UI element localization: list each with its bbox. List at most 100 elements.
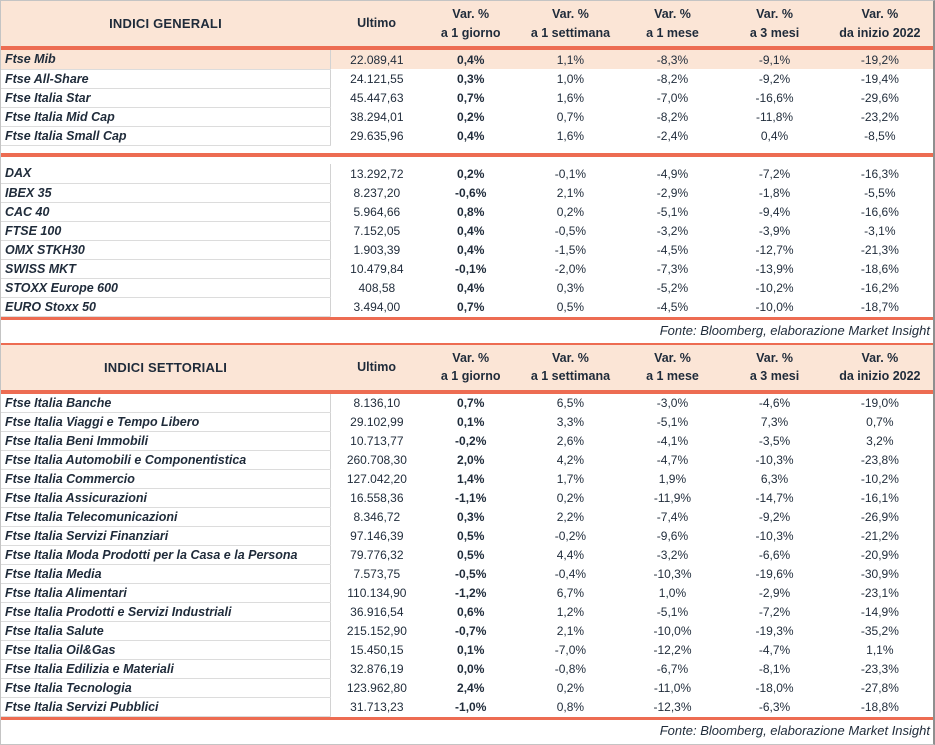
ultimo-value: 22.089,41: [330, 50, 424, 69]
var-1-mese-value: -4,9%: [656, 166, 689, 181]
var-inizio-2022-value: -18,6%: [860, 261, 899, 276]
var-1-settimana-value: 0,2%: [556, 491, 585, 506]
ultimo-value: 31.713,23: [350, 700, 404, 715]
var-1-giorno-value: 0,7%: [457, 299, 485, 314]
var-inizio-2022-value: -23,8%: [860, 453, 899, 468]
var-inizio-2022-value: -18,8%: [860, 700, 899, 715]
var-1-settimana-value: 2,6%: [556, 434, 585, 449]
var-3-mesi-value: -9,2%: [758, 71, 791, 86]
table-row: Ftse Italia Media 7.573,75 -0,5% -0,4% -10,3…: [1, 564, 933, 585]
var-inizio-2022-value: -14,9%: [860, 605, 899, 620]
ultimo-value: 8.136,10: [353, 396, 401, 411]
var-3-mesi-value: -4,7%: [758, 643, 791, 658]
var-1-mese-value: -4,5%: [656, 299, 689, 314]
header-separator: [1, 46, 933, 50]
var-1-mese-value: 1,9%: [658, 472, 687, 487]
table-body: Ftse Italia Banche 8.136,10 0,7% 6,5% -3,0% -…: [1, 393, 933, 718]
ultimo-value: 29.635,96: [350, 128, 404, 143]
ultimo-value: 10.479,84: [350, 261, 404, 276]
var-1-mese-value: -3,0%: [656, 396, 689, 411]
ultimo-value: 29.102,99: [350, 415, 404, 430]
table-row: OMX STKH30 1.903,39 0,4% -1,5% -4,5% -12,7% -2…: [1, 240, 933, 260]
row-label: Ftse All-Share: [1, 69, 331, 89]
var-1-settimana-value: 4,4%: [556, 548, 585, 563]
var-inizio-2022-value: -8,5%: [864, 128, 896, 143]
var-inizio-2022-value: -19,4%: [860, 71, 899, 86]
var-1-settimana-value: 0,7%: [556, 109, 585, 124]
ultimo-value: 260.708,30: [346, 453, 407, 468]
ultimo-value: 16.558,36: [350, 491, 404, 506]
var-3-mesi-value: -1,8%: [758, 185, 791, 200]
var-1-mese-value: -8,3%: [622, 50, 723, 69]
var-inizio-2022-value: -23,2%: [860, 109, 899, 124]
row-label: EURO Stoxx 50: [1, 297, 331, 317]
row-label: Ftse Italia Media: [1, 564, 331, 585]
table-row: Ftse Italia Tecnologia 123.962,80 2,4% 0,2%…: [1, 678, 933, 699]
row-label: Ftse Italia Servizi Pubblici: [1, 697, 331, 718]
row-label: OMX STKH30: [1, 240, 331, 260]
ultimo-value: 32.876,19: [350, 662, 404, 677]
table-row: Ftse Italia Commercio 127.042,20 1,4% 1,7% 1…: [1, 469, 933, 490]
var-inizio-2022-value: -3,1%: [864, 223, 896, 238]
var-3-mesi-value: -19,3%: [755, 624, 794, 639]
var-inizio-2022-value: -21,2%: [860, 529, 899, 544]
var-1-mese-value: -6,7%: [656, 662, 689, 677]
var-inizio-2022-value: -18,7%: [860, 299, 899, 314]
var-3-mesi-value: -12,7%: [755, 242, 794, 257]
var-1-giorno-value: 0,5%: [457, 548, 485, 563]
ultimo-value: 127.042,20: [346, 472, 407, 487]
var-1-mese-value: -5,1%: [656, 204, 689, 219]
row-label: Ftse Italia Star: [1, 88, 331, 108]
ultimo-value: 7.152,05: [353, 223, 401, 238]
var-1-mese-value: -5,2%: [656, 280, 689, 295]
table-row: Ftse Mib 22.089,41 0,4% 1,1% -8,3% -9,1% -19,2…: [1, 50, 933, 70]
var-3-mesi-value: -10,2%: [755, 280, 794, 295]
var-1-mese-value: -11,0%: [653, 681, 692, 696]
var-1-mese-value: -3,2%: [656, 548, 689, 563]
var-1-giorno-value: 0,4%: [457, 128, 485, 143]
ultimo-value: 13.292,72: [350, 166, 404, 181]
var-1-settimana-value: 2,1%: [556, 624, 585, 639]
var-3-mesi-value: 7,3%: [760, 415, 789, 430]
var-1-settimana-value: 0,3%: [556, 280, 585, 295]
row-label: Ftse Italia Viaggi e Tempo Libero: [1, 412, 331, 433]
var-inizio-2022-value: -16,1%: [860, 491, 899, 506]
row-label: DAX: [1, 164, 331, 184]
var-inizio-2022-value: -19,0%: [860, 396, 899, 411]
var-1-settimana-value: -7,0%: [554, 643, 587, 658]
table-title: INDICI SETTORIALI: [1, 344, 330, 390]
table-row: CAC 40 5.964,66 0,8% 0,2% -5,1% -9,4% -16,6%: [1, 202, 933, 222]
var-1-settimana-value: -1,5%: [554, 242, 587, 257]
var-inizio-2022-value: -26,9%: [860, 510, 899, 525]
table-row: Ftse Italia Star 45.447,63 0,7% 1,6% -7,0% -1…: [1, 88, 933, 108]
row-label: Ftse Italia Tecnologia: [1, 678, 331, 699]
row-label: Ftse Italia Moda Prodotti per la Casa e …: [1, 545, 331, 566]
indici-settoriali-table: INDICI SETTORIALI Ultimo Var. % a 1 gior…: [1, 344, 933, 718]
var-1-mese-value: -7,3%: [656, 261, 689, 276]
var-1-settimana-value: 1,2%: [556, 605, 585, 620]
var-inizio-2022-value: -21,3%: [860, 242, 899, 257]
table-row: IBEX 35 8.237,20 -0,6% 2,1% -2,9% -1,8% -5,5%: [1, 183, 933, 203]
var-1-settimana-value: 1,7%: [556, 472, 585, 487]
column-header-ultimo: Ultimo: [330, 344, 424, 390]
table-row: DAX 13.292,72 0,2% -0,1% -4,9% -7,2% -16,3%: [1, 164, 933, 184]
row-label: Ftse Italia Oil&Gas: [1, 640, 331, 661]
var-1-giorno-value: 0,8%: [457, 204, 485, 219]
var-1-giorno-value: 2,0%: [457, 453, 485, 468]
var-1-settimana-value: 0,5%: [556, 299, 585, 314]
var-1-giorno-value: 0,3%: [457, 71, 485, 86]
var-3-mesi-value: -3,5%: [758, 434, 791, 449]
table-row: EURO Stoxx 50 3.494,00 0,7% 0,5% -4,5% -10,0%…: [1, 297, 933, 317]
var-1-settimana-value: 1,6%: [556, 90, 585, 105]
table-row: Ftse Italia Viaggi e Tempo Libero 29.102,…: [1, 412, 933, 433]
var-1-settimana-value: -0,5%: [554, 223, 587, 238]
var-3-mesi-value: -13,9%: [755, 261, 794, 276]
row-label: Ftse Italia Alimentari: [1, 583, 331, 604]
var-inizio-2022-value: -10,2%: [860, 472, 899, 487]
row-label: Ftse Italia Mid Cap: [1, 107, 331, 127]
table-row: Ftse Italia Servizi Finanziari 97.146,39 0…: [1, 526, 933, 547]
row-label: Ftse Italia Edilizia e Materiali: [1, 659, 331, 680]
table-row: Ftse Italia Edilizia e Materiali 32.876,1…: [1, 659, 933, 680]
ultimo-value: 45.447,63: [350, 90, 404, 105]
